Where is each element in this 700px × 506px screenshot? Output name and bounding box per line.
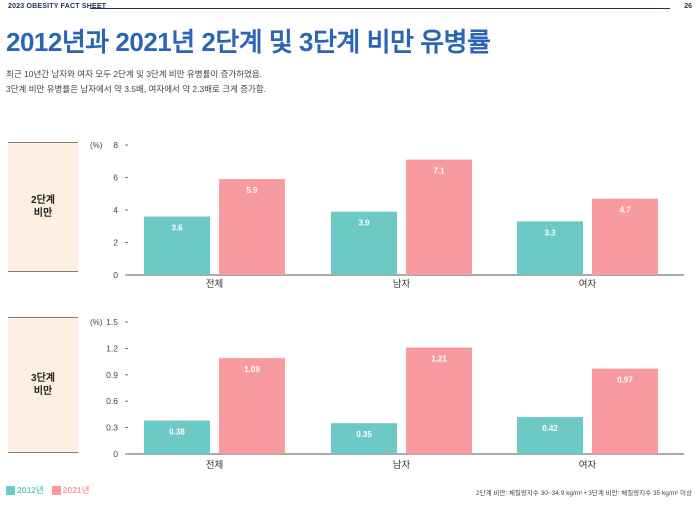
legend-swatch-2021 (51, 485, 61, 495)
bar-2012 (144, 420, 210, 454)
legend-label-2021: 2021년 (62, 485, 90, 495)
bar-data-label: 1.21 (431, 355, 447, 364)
x-category-label: 여자 (579, 459, 597, 471)
bar-2021 (406, 347, 472, 454)
bar-data-label: 0.38 (169, 428, 185, 437)
bar-data-label: 0.97 (617, 376, 633, 385)
y-tick-label: 0.9 (106, 370, 118, 380)
header-rule (90, 8, 670, 9)
y-tick-label: 6 (113, 173, 118, 183)
bar-data-label: 3.9 (358, 219, 370, 228)
chart-stage3-obesity: (%) 0 0.3 0.6 0.9 1.2 1.5 0.38 1.09 전체 0.35 1.21 남자 0… (90, 317, 684, 471)
x-category-label: 전체 (206, 460, 223, 471)
page-header: 2023 OBESITY FACT SHEET 26 (8, 3, 692, 15)
legend-item-2012: 2012년 (6, 484, 44, 496)
description-line-1: 최근 10년간 남자와 여자 모두 2단계 및 3단계 비만 유병률이 증가하였… (6, 69, 263, 79)
page-title: 2012년과 2021년 2단계 및 3단계 비만 유병률 (6, 27, 491, 57)
description-line-2: 3단계 비만 유병률은 남자에서 약 3.5배, 여자에서 약 2.3배로 크게… (6, 84, 267, 94)
bar-2021 (592, 198, 658, 275)
bar-2012 (144, 216, 210, 275)
footnote: 2단계 비만: 체질량지수 30~34.9 kg/m² • 3단계 비만: 체질… (476, 490, 692, 497)
bar-data-label: 5.9 (246, 186, 258, 195)
bar-2021 (592, 368, 658, 454)
x-category-label: 전체 (206, 279, 223, 290)
bar-2012 (331, 211, 397, 275)
bar-data-label: 7.1 (433, 167, 445, 176)
y-tick-label: 8 (113, 140, 118, 150)
description: 최근 10년간 남자와 여자 모두 2단계 및 3단계 비만 유병률이 증가하였… (6, 67, 266, 97)
y-tick-label: 0 (113, 270, 118, 280)
panel-label-line1: 2단계 (31, 195, 55, 206)
bar-data-label: 0.42 (542, 424, 558, 433)
bar-2021 (219, 358, 285, 454)
bar-data-label: 3.6 (171, 224, 183, 233)
panel-label-stage2: 2단계 비만 (8, 142, 78, 272)
y-tick-label: 0 (113, 449, 118, 459)
panel-label-line2: 비만 (33, 208, 53, 219)
bar-data-label: 4.7 (619, 206, 631, 215)
legend-swatch-2012 (6, 485, 15, 495)
y-tick-label: 1.5 (106, 317, 118, 327)
legend-item-2021: 2021년 (51, 484, 90, 496)
legend: 2012년 2021년 (6, 484, 89, 496)
panel-label-line2: 비만 (33, 386, 53, 397)
panel-label-stage3: 3단계 비만 (8, 317, 78, 453)
y-axis-unit: (%) (90, 141, 103, 150)
y-tick-label: 0.3 (106, 423, 118, 433)
legend-label-2012: 2012년 (17, 485, 44, 495)
x-category-label: 여자 (579, 278, 597, 290)
y-tick-label: 2 (113, 238, 118, 248)
y-axis-unit: (%) (90, 318, 103, 327)
y-tick-label: 0.6 (106, 396, 118, 406)
bar-data-label: 0.35 (356, 430, 372, 439)
panel-label-line1: 3단계 (31, 373, 55, 384)
bar-data-label: 3.3 (544, 228, 556, 237)
bar-2012 (517, 221, 583, 275)
bar-2021 (406, 159, 472, 275)
x-category-label: 남자 (393, 279, 411, 290)
x-category-label: 남자 (393, 460, 411, 471)
bar-data-label: 1.09 (244, 365, 260, 374)
chart-stage2-obesity: (%) 0 2 4 6 8 3.6 5.9 전체 3.9 7.1 남자 3.3 4.7 여자 (90, 140, 684, 290)
bar-2012 (331, 423, 397, 454)
bar-2012 (517, 417, 583, 454)
bar-2021 (219, 179, 285, 275)
y-tick-label: 1.2 (106, 343, 118, 353)
header-label: 2023 OBESITY FACT SHEET (8, 3, 107, 10)
page-number: 26 (684, 3, 692, 10)
y-tick-label: 4 (113, 205, 118, 215)
